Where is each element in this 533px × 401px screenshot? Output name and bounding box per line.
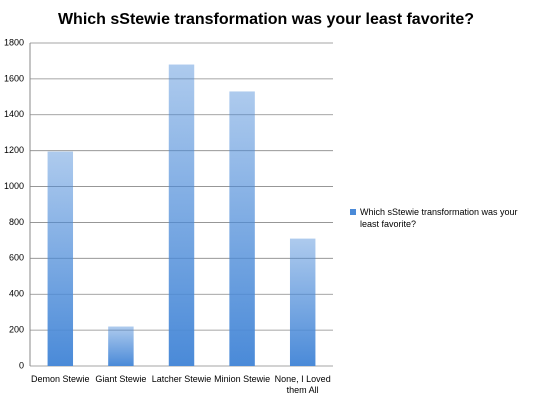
bar	[289, 238, 316, 366]
y-tick-label: 1400	[4, 109, 24, 119]
y-tick-label: 1600	[4, 73, 24, 83]
bar	[108, 326, 134, 366]
y-tick-label: 1000	[4, 181, 24, 191]
y-tick-label: 200	[9, 324, 24, 334]
x-tick-label: Demon Stewie	[31, 374, 90, 384]
x-tick-label: None, I Loved them All	[274, 374, 331, 395]
bar	[168, 64, 195, 367]
x-tick-label: Giant Stewie	[95, 374, 147, 384]
y-tick-label: 600	[9, 253, 24, 263]
legend-swatch	[350, 209, 356, 215]
x-tick-label: Minion Stewie	[214, 374, 271, 384]
bar	[47, 151, 74, 366]
y-tick-label: 400	[9, 289, 24, 299]
y-tick-label: 0	[19, 360, 24, 370]
chart-title: Which sStewie transformation was your le…	[58, 11, 474, 28]
y-tick-label: 800	[9, 217, 24, 227]
bar	[229, 91, 255, 366]
x-tick-label: Latcher Stewie	[151, 374, 212, 384]
legend: Which sStewie transformation was your le…	[350, 206, 530, 230]
y-tick-label: 1800	[4, 37, 24, 47]
legend-label: Which sStewie transformation was your le…	[360, 207, 518, 229]
y-tick-label: 1200	[4, 145, 24, 155]
